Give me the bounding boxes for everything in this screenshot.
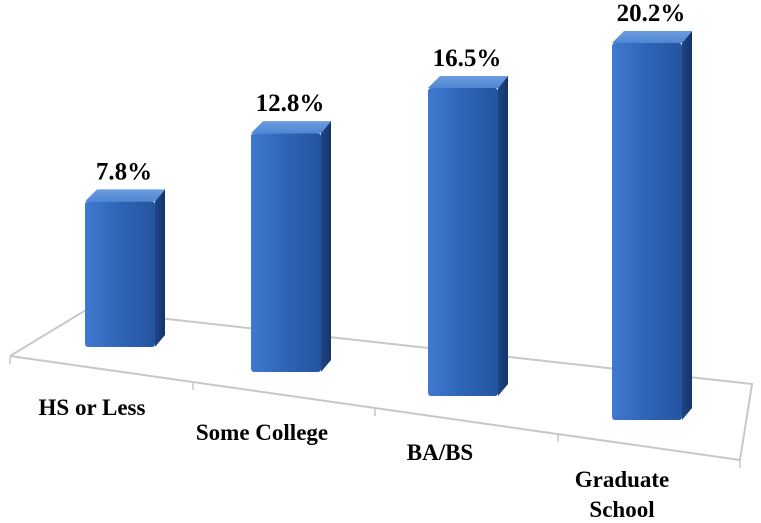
- chart-floor: [9, 308, 754, 468]
- data-label: 16.5%: [433, 45, 502, 72]
- data-label: 7.8%: [96, 158, 152, 185]
- bar-front: [85, 201, 155, 347]
- value-labels-layer: 7.8% 12.8% 16.5% 20.2%: [96, 0, 686, 185]
- category-label: HS or Less: [39, 395, 146, 420]
- floor-outline: [9, 308, 754, 461]
- bar-side: [321, 121, 331, 372]
- category-label: Some College: [196, 420, 328, 445]
- category-label: Graduate School: [575, 467, 670, 522]
- bar: [612, 31, 692, 420]
- bar-front: [612, 43, 682, 420]
- bar-top: [251, 121, 331, 134]
- bar: [428, 76, 508, 397]
- bar: [251, 121, 331, 372]
- category-label: BA/BS: [407, 440, 473, 465]
- bar-front: [251, 133, 321, 372]
- bars-layer: [85, 31, 692, 420]
- data-label: 12.8%: [256, 90, 325, 117]
- bar-side: [155, 189, 165, 347]
- category-labels-layer: HS or Less Some College BA/BS Graduate Schoo…: [39, 395, 670, 522]
- bar: [85, 189, 165, 347]
- bar-front: [428, 88, 498, 397]
- bar-side: [498, 76, 508, 397]
- bar-top: [612, 31, 692, 43]
- bar-top: [428, 76, 508, 89]
- data-label: 20.2%: [617, 0, 686, 27]
- bar-side: [682, 31, 692, 420]
- bar-top: [85, 189, 165, 202]
